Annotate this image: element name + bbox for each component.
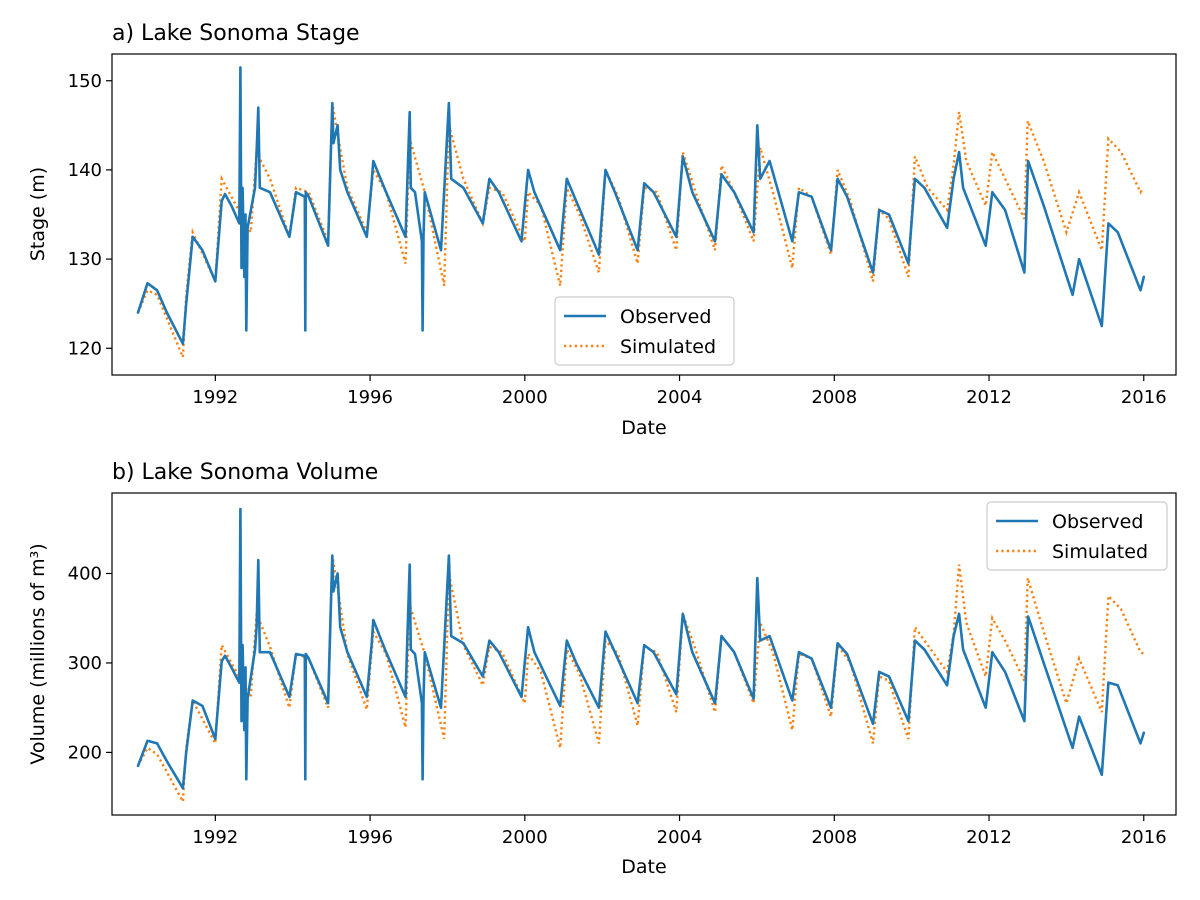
simulated-line	[136, 102, 1145, 358]
y-tick-label: 400	[68, 564, 102, 585]
observed-line	[136, 507, 1146, 790]
x-tick-label: 2004	[657, 387, 703, 408]
y-tick-label: 120	[68, 338, 102, 359]
y-tick-label: 140	[68, 160, 102, 181]
volume-panel: b) Lake Sonoma Volume 1992 1996 2000 2004 20…	[27, 460, 1177, 878]
simulated-line	[136, 555, 1145, 806]
x-tick-label: 2016	[1121, 387, 1167, 408]
y-axis: 200 300 400	[68, 564, 112, 763]
x-axis: 1992 1996 2000 2004 2008 2012 2016	[192, 815, 1167, 848]
x-tick-label: 2008	[811, 387, 857, 408]
legend-box	[554, 296, 735, 366]
x-tick-label: 2008	[811, 827, 857, 848]
y-tick-label: 150	[68, 71, 102, 92]
x-tick-label: 2012	[966, 827, 1012, 848]
x-axis-label: Date	[621, 417, 666, 439]
y-tick-label: 130	[68, 249, 102, 270]
legend: Observed Simulated	[554, 296, 735, 366]
x-tick-label: 2012	[966, 387, 1012, 408]
x-tick-label: 2016	[1121, 827, 1167, 848]
y-tick-label: 200	[68, 742, 102, 763]
stage-panel: a) Lake Sonoma Stage 1992 1996 2000 2004 200…	[27, 21, 1177, 439]
x-axis: 1992 1996 2000 2004 2008 2012 2016	[192, 375, 1167, 408]
x-tick-label: 2000	[502, 387, 548, 408]
x-tick-label: 2004	[657, 827, 703, 848]
legend-simulated-label: Simulated	[620, 336, 716, 358]
x-tick-label: 1992	[192, 827, 238, 848]
legend-simulated-label: Simulated	[1052, 541, 1148, 563]
observed-line	[136, 66, 1146, 346]
y-axis-label: Stage (m)	[27, 167, 49, 261]
plot-frame	[111, 53, 1177, 376]
x-axis-label: Date	[621, 856, 666, 878]
x-tick-label: 1992	[192, 387, 238, 408]
legend-box	[986, 501, 1168, 571]
y-tick-label: 300	[68, 653, 102, 674]
chart-title: b) Lake Sonoma Volume	[112, 460, 378, 485]
legend: Observed Simulated	[986, 501, 1168, 571]
x-tick-label: 1996	[347, 827, 393, 848]
legend-observed-label: Observed	[1052, 511, 1143, 533]
chart-title: a) Lake Sonoma Stage	[112, 21, 360, 46]
y-axis-label: Volume (millions of m³)	[27, 543, 49, 764]
plot-frame	[111, 492, 1177, 816]
x-tick-label: 2000	[502, 827, 548, 848]
y-axis: 120 130 140 150	[68, 71, 112, 359]
legend-observed-label: Observed	[620, 306, 711, 328]
x-tick-label: 1996	[347, 387, 393, 408]
